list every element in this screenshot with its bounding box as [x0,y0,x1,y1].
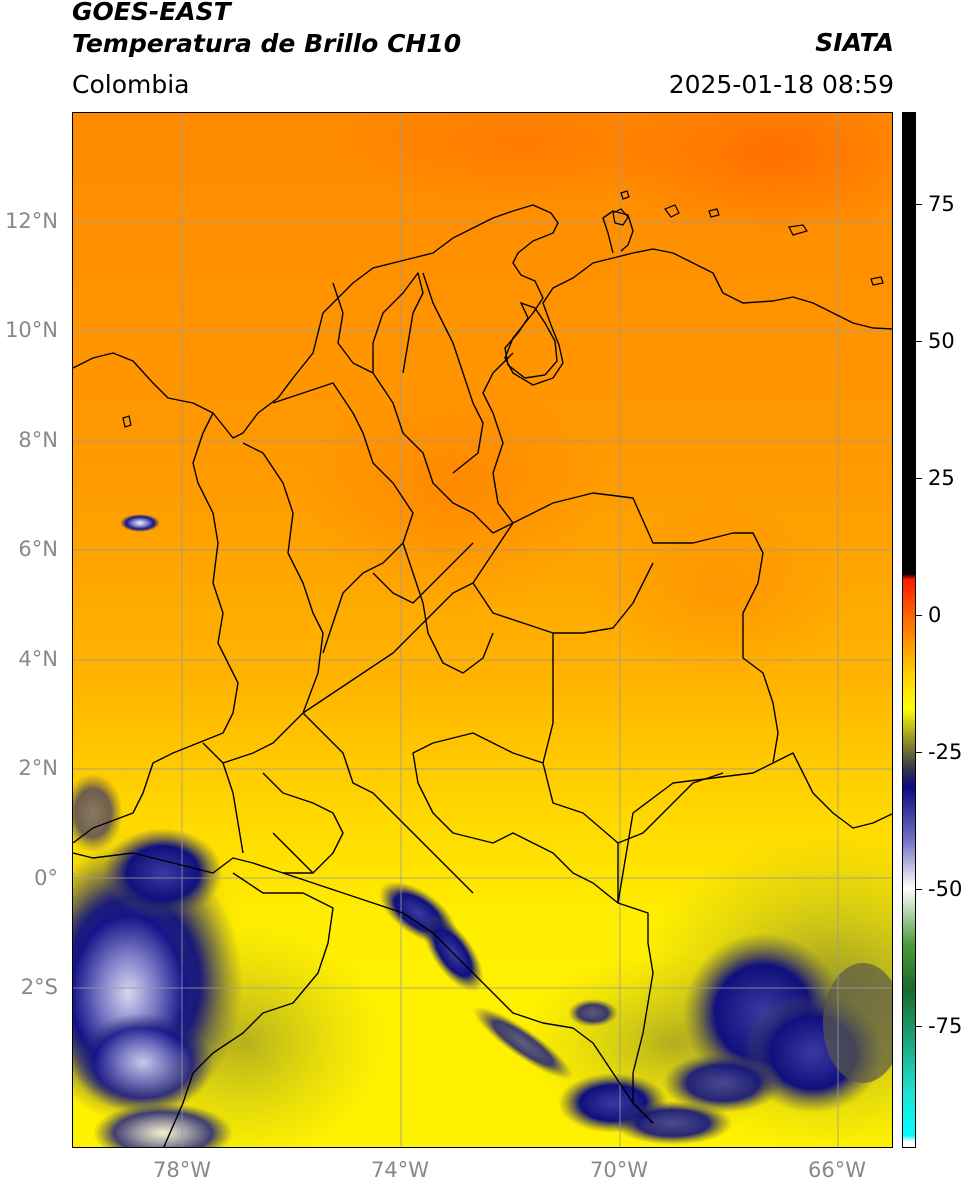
colorbar-tick [916,478,922,479]
timestamp: 2025-01-18 08:59 [668,70,894,99]
lon-label-66w: 66°W [808,1158,866,1182]
product-name: Temperatura de Brillo CH10 [72,29,462,58]
map-title: GOES-EAST Temperatura de Brillo CH10 [72,0,461,60]
lat-label-4n: 4°N [18,647,58,671]
lat-label-12n: 12°N [5,209,58,233]
colorbar-label-50: 50 [928,329,955,353]
colorbar-label-minus25: -25 [928,740,963,764]
colorbar-tick [916,615,922,616]
region-name: Colombia [72,70,190,99]
colorbar-label-75: 75 [928,192,955,216]
graticule [73,113,892,1147]
satellite-name: GOES-EAST [72,0,231,26]
lon-label-70w: 70°W [590,1158,648,1182]
colorbar-label-minus75: -75 [928,1014,963,1038]
colorbar-label-0: 0 [928,603,942,627]
satellite-image [73,113,892,1147]
lat-label-8n: 8°N [18,428,58,452]
lat-label-6n: 6°N [18,537,58,561]
lake-maracaibo [504,301,558,379]
colorbar-tick [916,752,922,753]
lat-label-2s: 2°S [20,975,58,999]
map-panel[interactable] [72,112,893,1148]
colorbar [902,112,916,1148]
colorbar-tick [916,341,922,342]
colorbar-tick [916,889,922,890]
colorbar-label-25: 25 [928,466,955,490]
lon-label-74w: 74°W [371,1158,429,1182]
lat-label-0: 0° [34,866,58,890]
islands [122,190,884,428]
agency-name: SIATA [815,28,894,57]
lat-label-2n: 2°N [18,756,58,780]
coastlines [73,204,892,1147]
colorbar-tick [916,204,922,205]
colorbar-label-minus50: -50 [928,877,963,901]
lat-label-10n: 10°N [5,318,58,342]
colorbar-tick [916,1026,922,1027]
lon-label-78w: 78°W [153,1158,211,1182]
